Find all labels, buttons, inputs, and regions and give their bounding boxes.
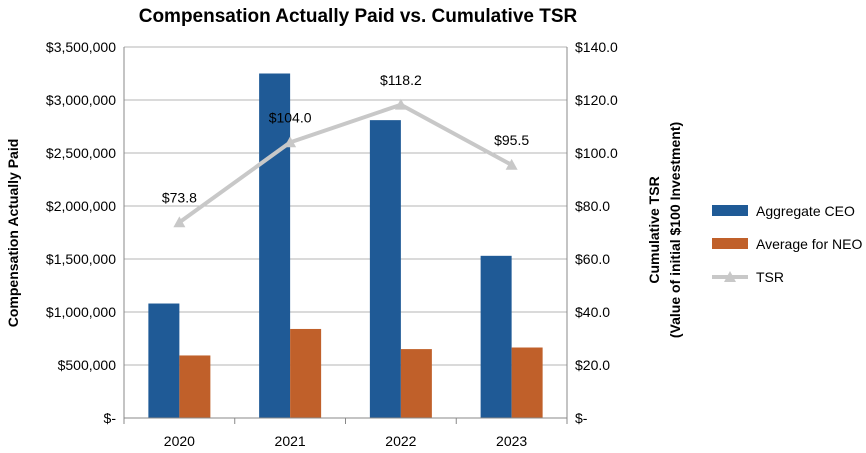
y-tick-label: $1,000,000 <box>46 304 116 320</box>
bar-average-neo-2023 <box>511 347 543 418</box>
y-tick-label: $- <box>104 410 117 426</box>
bar-aggregate-ceo-2021 <box>259 73 291 418</box>
y2-tick-label: $80.0 <box>575 198 610 214</box>
y-tick-label: $500,000 <box>58 357 117 373</box>
chart-title: Compensation Actually Paid vs. Cumulativ… <box>139 6 578 27</box>
legend-label: TSR <box>756 269 784 285</box>
x-tick-label: 2022 <box>385 433 416 449</box>
tsr-line <box>178 102 513 225</box>
legend-label: Average for NEO <box>756 236 862 252</box>
tsr-data-label: $118.2 <box>380 72 422 88</box>
x-tick-label: 2023 <box>496 433 527 449</box>
y2-axis-title-line2: (Value of initial $100 Investment) <box>667 122 683 338</box>
y-tick-label: $3,500,000 <box>46 39 116 55</box>
y2-tick-label: $20.0 <box>575 357 610 373</box>
tsr-marker <box>394 98 407 110</box>
bars <box>148 73 543 418</box>
y2-tick-label: $- <box>575 410 588 426</box>
left-axis-ticks: $- $500,000 $1,000,000 $1,500,000 $2,000,000… <box>46 39 116 426</box>
y-tick-label: $2,500,000 <box>46 145 116 161</box>
y2-tick-label: $40.0 <box>575 304 610 320</box>
y-tick-label: $2,000,000 <box>46 198 116 214</box>
y2-tick-label: $60.0 <box>575 251 610 267</box>
legend-swatch <box>712 238 748 249</box>
bar-aggregate-ceo-2022 <box>369 120 401 418</box>
right-axis-ticks: $- $20.0 $40.0 $60.0 $80.0 $100.0 $120.0 $140.0 <box>575 39 618 426</box>
y2-tick-label: $100.0 <box>575 145 618 161</box>
tsr-line-group: $73.8 $104.0 $118.2 $95.5 <box>162 72 529 228</box>
tsr-data-label: $104.0 <box>269 109 312 125</box>
legend: Aggregate CEO Average for NEO TSR <box>712 203 862 285</box>
y2-tick-label: $120.0 <box>575 92 618 108</box>
tsr-marker <box>173 216 186 228</box>
tsr-marker <box>284 136 297 148</box>
y-axis-title: Compensation Actually Paid <box>5 139 21 328</box>
y-tick-label: $1,500,000 <box>46 251 116 267</box>
bar-aggregate-ceo-2020 <box>148 303 180 418</box>
tsr-marker <box>505 158 518 170</box>
bar-average-neo-2021 <box>290 328 322 418</box>
y2-axis-title-line1: Cumulative TSR <box>646 176 662 283</box>
bar-average-neo-2022 <box>400 349 432 418</box>
gridlines <box>124 46 567 366</box>
legend-label: Aggregate CEO <box>756 203 855 219</box>
bar-average-neo-2020 <box>179 355 211 418</box>
legend-swatch <box>712 205 748 216</box>
x-axis-ticks: 2020 2021 2022 2023 <box>123 418 568 449</box>
tsr-data-label: $95.5 <box>494 132 529 148</box>
y-tick-label: $3,000,000 <box>46 92 116 108</box>
bar-aggregate-ceo-2023 <box>480 255 512 418</box>
y2-tick-label: $140.0 <box>575 39 618 55</box>
tsr-data-label: $73.8 <box>162 189 197 205</box>
legend-swatch-marker <box>724 271 736 282</box>
x-tick-label: 2021 <box>275 433 306 449</box>
x-tick-label: 2020 <box>164 433 195 449</box>
